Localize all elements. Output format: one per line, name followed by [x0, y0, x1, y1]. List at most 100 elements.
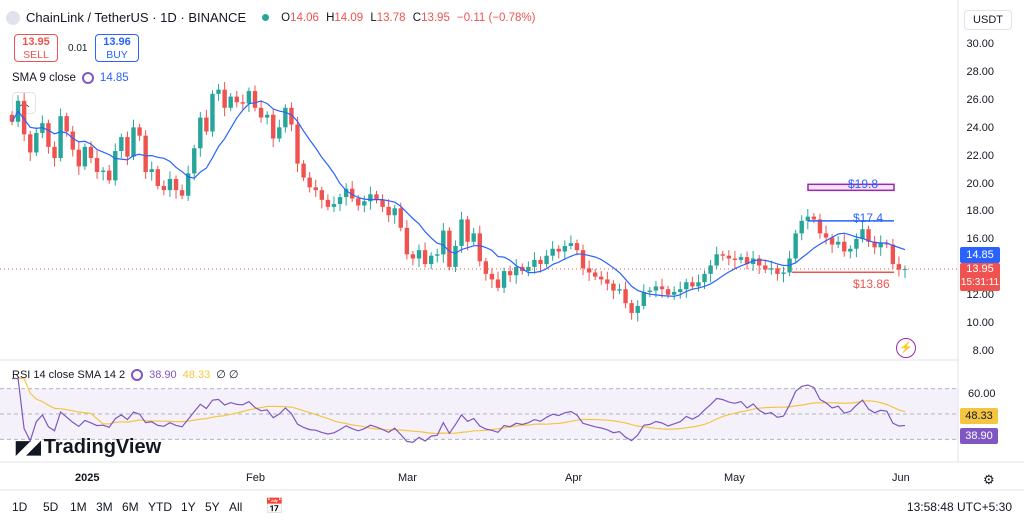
lightning-icon[interactable]: ⚡: [896, 338, 916, 358]
ohlc-values: O14.06 H14.09 L13.78 C13.95 −0.11 (−0.78…: [281, 11, 536, 24]
candle-body: [617, 289, 622, 291]
candle-body: [204, 117, 209, 132]
candle-body: [854, 238, 859, 249]
candle-body: [538, 259, 543, 265]
candle-body: [404, 227, 410, 255]
visibility-toggle-icon[interactable]: [81, 72, 94, 84]
settings-gear-icon[interactable]: ⚙: [983, 472, 995, 487]
candle-body: [659, 286, 665, 290]
clock[interactable]: 13:58:48 UTC+5:30: [906, 500, 1012, 514]
candle-body: [283, 107, 288, 128]
annotation-level-19-8[interactable]: $19.8: [848, 177, 879, 191]
candle-body: [811, 216, 817, 220]
timeframe-1d[interactable]: 1D: [12, 500, 28, 514]
candle-body: [119, 137, 124, 152]
candle-body: [714, 254, 719, 266]
candle-body: [550, 248, 555, 256]
y-tick-label: 26.00: [966, 93, 994, 106]
x-tick-apr: Apr: [565, 472, 583, 484]
y-tick-label: 20.00: [966, 177, 994, 190]
low-value: 13.78: [376, 11, 406, 24]
candle-body: [738, 257, 744, 260]
candle-body: [9, 114, 15, 122]
candle-body: [149, 169, 154, 172]
candle-body: [356, 198, 361, 206]
candle-body: [501, 271, 507, 288]
timeframe-3m[interactable]: 3M: [96, 500, 113, 514]
candle-body: [264, 114, 270, 118]
x-tick-may: May: [724, 472, 745, 484]
candle-body: [757, 258, 762, 266]
candle-body: [726, 255, 732, 259]
candle-body: [647, 290, 653, 292]
level-box-19-8: [807, 183, 895, 192]
candle-body: [258, 107, 264, 118]
candle-body: [641, 291, 646, 306]
candle-body: [799, 220, 804, 234]
candle-body: [422, 250, 428, 265]
candle-body: [374, 194, 379, 200]
currency-selector[interactable]: USDT: [964, 10, 1012, 30]
date-range-icon[interactable]: 📅: [265, 498, 284, 515]
candle-body: [70, 131, 75, 150]
candle-body: [386, 206, 391, 216]
candle-body: [848, 248, 853, 252]
candle-body: [234, 96, 239, 103]
candle-body: [392, 208, 397, 216]
candle-body: [671, 291, 677, 295]
close-value: 13.95: [421, 11, 450, 24]
last-price-value: 13.95: [966, 263, 994, 275]
candle-body: [58, 116, 63, 159]
timeframe-1m[interactable]: 1M: [70, 500, 87, 514]
candle-body: [198, 117, 203, 149]
y-tick-label: 10.00: [966, 317, 994, 330]
symbol-title[interactable]: ChainLink / TetherUS · 1D · BINANCE: [26, 10, 247, 25]
timeframe-all[interactable]: All: [229, 500, 243, 514]
annotation-level-13-86[interactable]: $13.86: [853, 277, 890, 291]
buy-price: 13.96: [103, 36, 131, 48]
candle-body: [805, 216, 811, 221]
candle-body: [64, 116, 69, 132]
tradingview-logo[interactable]: ◤◢ TradingView: [16, 436, 161, 459]
candle-body: [732, 258, 738, 260]
candle-body: [52, 146, 57, 159]
candle-body: [562, 245, 568, 252]
sma-legend-label: SMA 9 close: [12, 72, 76, 84]
candle-body: [708, 265, 713, 274]
candle-body: [763, 265, 768, 270]
timeframe-6m[interactable]: 6M: [122, 500, 139, 514]
annotation-level-17-4[interactable]: $17.4: [853, 211, 884, 225]
timeframe-5d[interactable]: 5D: [43, 500, 59, 514]
sell-button[interactable]: 13.95 SELL: [14, 34, 58, 62]
candle-body: [465, 219, 470, 242]
timeframe-ytd[interactable]: YTD: [148, 500, 172, 514]
rsi-legend[interactable]: RSI 14 close SMA 14 2 38.90 48.33 ∅ ∅: [12, 368, 238, 381]
candle-body: [611, 283, 616, 291]
rsi-sma-badge: 48.33: [960, 408, 998, 424]
y-tick-label: 16.00: [966, 233, 994, 246]
sma-legend[interactable]: SMA 9 close 14.85: [12, 72, 129, 84]
symbol-header: ChainLink / TetherUS · 1D · BINANCE O14.…: [6, 10, 539, 25]
candle-body: [471, 233, 476, 242]
rsi-legend-extra: ∅ ∅: [216, 369, 239, 381]
x-tick-jun: Jun: [892, 472, 910, 484]
candle-body: [890, 244, 896, 265]
candle-body: [447, 230, 452, 267]
candle-body: [137, 127, 142, 136]
buy-button[interactable]: 13.96 BUY: [95, 34, 139, 62]
buy-label: BUY: [106, 49, 128, 61]
timeframe-1y[interactable]: 1Y: [181, 500, 196, 514]
candle-body: [684, 282, 689, 290]
rsi-visibility-toggle-icon[interactable]: [131, 368, 144, 381]
brand-name: TradingView: [43, 436, 162, 458]
candle-body: [76, 149, 82, 167]
candle-body: [872, 241, 877, 248]
candle-body: [835, 241, 841, 245]
candle-body: [514, 266, 519, 276]
timeframe-5y[interactable]: 5Y: [205, 500, 220, 514]
candle-body: [769, 268, 774, 270]
candle-body: [629, 303, 634, 313]
candle-body: [416, 250, 422, 259]
y-tick-label: 24.00: [966, 121, 994, 134]
